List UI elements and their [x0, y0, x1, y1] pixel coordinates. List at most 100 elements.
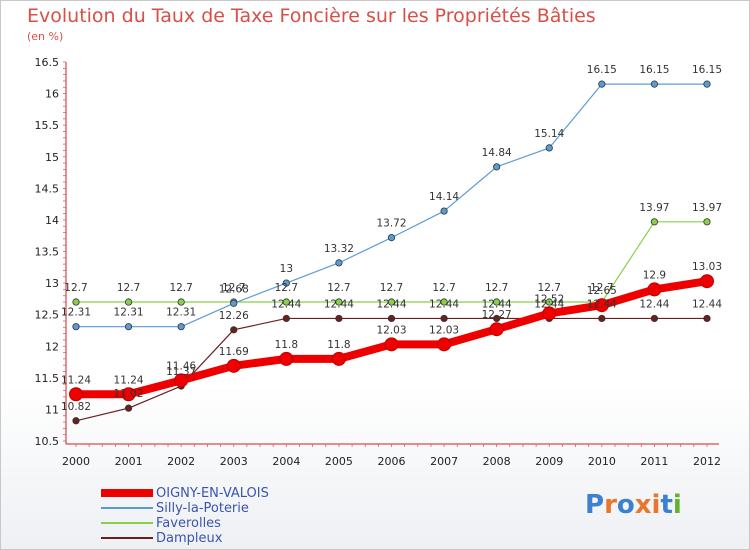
y-tick-label: 11 — [45, 403, 59, 416]
data-point — [121, 387, 136, 402]
data-label: 11.37 — [166, 366, 196, 378]
data-label: 14.14 — [429, 191, 459, 203]
data-label: 12.44 — [639, 298, 669, 310]
data-point — [545, 144, 553, 152]
x-tick-label: 2008 — [483, 455, 511, 468]
data-label: 12.03 — [376, 324, 406, 336]
legend-swatch — [101, 522, 153, 524]
data-point — [650, 218, 659, 226]
y-tick-label: 15.5 — [35, 119, 60, 132]
x-tick-label: 2006 — [378, 455, 406, 468]
data-point — [493, 163, 501, 171]
data-point — [384, 337, 399, 352]
data-point — [545, 298, 553, 306]
data-point — [493, 314, 501, 323]
data-label: 12.7 — [275, 282, 298, 294]
data-point — [72, 323, 80, 331]
data-label: 12.7 — [222, 282, 245, 294]
data-label: 12.52 — [534, 293, 564, 305]
legend-label: Dampleux — [156, 531, 223, 546]
data-point — [700, 274, 714, 289]
data-point — [282, 314, 290, 323]
data-point — [72, 298, 80, 306]
data-label: 13.72 — [376, 218, 406, 230]
data-point — [282, 298, 290, 306]
data-label: 13 — [280, 263, 293, 275]
data-point — [282, 279, 290, 287]
logo-letter: i — [651, 490, 661, 520]
data-label: 13.32 — [324, 243, 354, 255]
legend-swatch — [101, 507, 153, 509]
data-label: 12.44 — [482, 298, 512, 310]
data-label: 12.44 — [376, 298, 406, 310]
chart-title: Evolution du Taux de Taxe Foncière sur l… — [27, 5, 596, 27]
data-label: 14.84 — [482, 147, 512, 159]
data-point — [437, 337, 452, 352]
data-label: 12.31 — [114, 307, 144, 319]
series-lines — [69, 80, 714, 425]
y-tick-label: 12 — [45, 340, 59, 353]
data-point — [440, 298, 448, 306]
data-label: 12.44 — [587, 298, 617, 310]
data-point — [440, 314, 448, 323]
data-point — [594, 298, 609, 313]
y-tick-label: 16 — [45, 88, 59, 101]
data-label: 11.69 — [219, 346, 249, 358]
legend-label: Silly-la-Poterie — [156, 501, 249, 516]
data-point — [72, 417, 80, 425]
data-labels: 10.82 11.02 11.37 12.26 12.44 12.44 12.44 12.44… — [61, 64, 722, 413]
data-label: 11.24 — [114, 374, 144, 386]
data-label: 12.9 — [643, 269, 666, 281]
data-label: 12.44 — [429, 298, 459, 310]
data-label: 16.15 — [587, 64, 617, 76]
data-point — [226, 358, 241, 373]
data-label: 12.44 — [534, 298, 564, 310]
data-point — [174, 373, 189, 388]
data-point — [703, 80, 711, 88]
data-label: 12.65 — [587, 285, 617, 297]
data-label: 16.15 — [692, 64, 722, 76]
data-point — [387, 298, 396, 306]
data-label: 11.46 — [166, 360, 196, 372]
y-tick-label: 13.5 — [35, 246, 60, 259]
logo-letter: o — [616, 490, 635, 520]
data-label: 11.24 — [61, 374, 91, 386]
data-label: 13.97 — [639, 202, 669, 214]
data-label: 15.14 — [534, 128, 564, 140]
data-point — [124, 298, 133, 306]
x-tick-label: 2011 — [640, 455, 668, 468]
data-point — [124, 323, 133, 331]
data-point — [387, 234, 396, 242]
data-label: 10.82 — [61, 401, 91, 413]
y-tick-label: 15 — [45, 151, 59, 164]
legend-swatch — [101, 489, 153, 497]
data-point — [650, 80, 659, 88]
data-label: 13.97 — [692, 202, 722, 214]
data-label: 12.7 — [380, 282, 403, 294]
data-point — [230, 299, 238, 307]
y-tick-label: 14.5 — [35, 182, 60, 195]
data-point — [489, 322, 504, 337]
y-tick-label: 11.5 — [35, 372, 60, 385]
unit-label: (en %) — [27, 30, 64, 43]
data-point — [493, 298, 501, 306]
data-label: 12.7 — [590, 282, 613, 294]
data-point — [230, 326, 238, 334]
data-point — [177, 298, 185, 306]
data-point — [650, 314, 659, 323]
y-tick-label: 13 — [45, 277, 59, 290]
data-label: 12.7 — [117, 282, 140, 294]
logo-letter: x — [634, 490, 652, 520]
x-tick-label: 2007 — [430, 455, 458, 468]
data-point — [703, 218, 711, 226]
x-tick-label: 2001 — [115, 455, 143, 468]
x-tick-label: 2000 — [62, 455, 90, 468]
legend-label: OIGNY-EN-VALOIS — [156, 486, 269, 501]
data-label: 12.44 — [692, 298, 722, 310]
x-tick-label: 2003 — [220, 455, 248, 468]
data-label: 12.31 — [166, 307, 196, 319]
data-label: 12.44 — [271, 298, 301, 310]
x-tick-label: 2009 — [535, 455, 563, 468]
